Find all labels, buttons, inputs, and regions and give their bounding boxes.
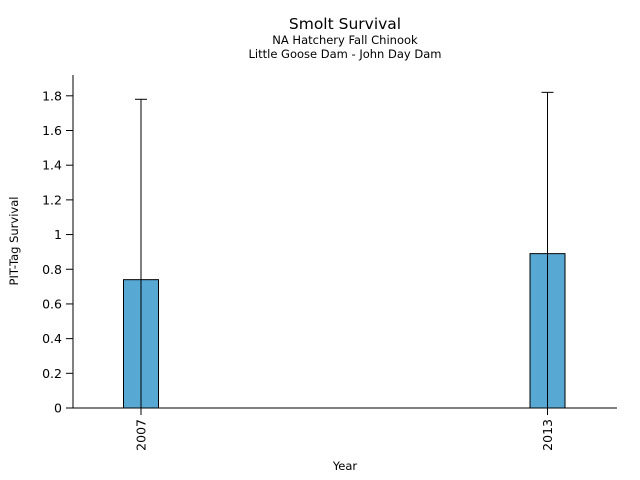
y-tick-label: 0.6 <box>42 296 62 311</box>
x-tick-label: 2007 <box>134 419 149 451</box>
y-tick-label: 1.2 <box>42 192 62 207</box>
y-tick-label: 1.8 <box>42 88 62 103</box>
y-tick-label: 0.4 <box>42 331 62 346</box>
y-axis-label: PIT-Tag Survival <box>7 197 21 286</box>
y-tick-label: 1.6 <box>42 123 62 138</box>
y-tick-label: 0.8 <box>42 262 62 277</box>
x-axis-label: Year <box>332 459 358 473</box>
y-tick-label: 1.4 <box>42 158 62 173</box>
y-tick-label: 0.2 <box>42 366 62 381</box>
y-tick-label: 1 <box>54 227 62 242</box>
chart-subtitle-line1: NA Hatchery Fall Chinook <box>272 33 418 47</box>
chart-subtitle-line2: Little Goose Dam - John Day Dam <box>249 47 442 61</box>
chart-title: Smolt Survival <box>289 15 401 33</box>
x-tick-label: 2013 <box>540 419 555 451</box>
plot-area: 0 0.2 0.4 0.6 0.8 1 1.2 1.4 1.6 1.8 2007 2013 <box>42 75 617 451</box>
y-tick-label: 0 <box>54 401 62 416</box>
